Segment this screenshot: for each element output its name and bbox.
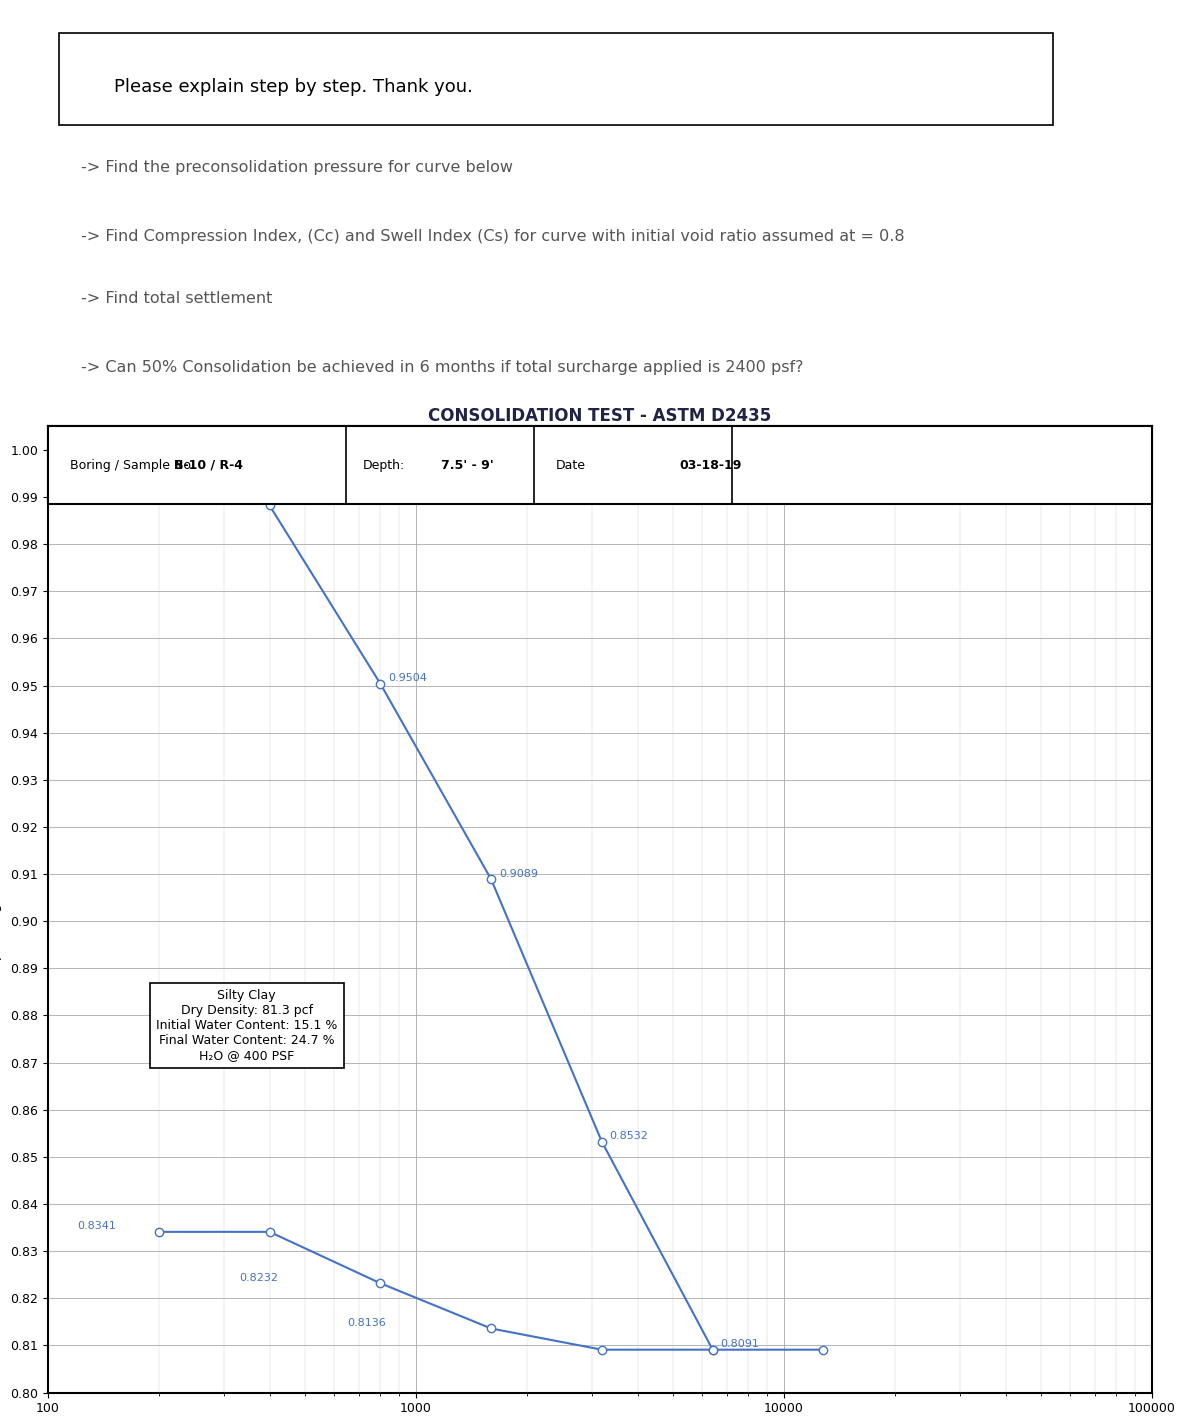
Text: Silty Clay
Dry Density: 81.3 pcf
Initial Water Content: 15.1 %
Final Water Conte: Silty Clay Dry Density: 81.3 pcf Initial… [156,989,337,1061]
Text: 7.5' - 9': 7.5' - 9' [442,459,494,472]
Text: 0.8232: 0.8232 [239,1273,278,1283]
Text: CONSOLIDATION TEST - ASTM D2435: CONSOLIDATION TEST - ASTM D2435 [428,406,772,425]
Text: Boring / Sample No.: Boring / Sample No. [70,459,194,472]
Text: 0.8136: 0.8136 [347,1319,386,1329]
Text: 0.9882: 0.9882 [281,495,320,504]
Text: Please explain step by step. Thank you.: Please explain step by step. Thank you. [114,78,473,97]
Y-axis label: Sample Height (inches): Sample Height (inches) [0,828,2,990]
Text: B-10 / R-4: B-10 / R-4 [174,459,242,472]
Text: 0.9089: 0.9089 [499,868,538,880]
Text: -> Find the preconsolidation pressure for curve below: -> Find the preconsolidation pressure fo… [82,161,514,175]
Text: Depth:: Depth: [362,459,404,472]
Text: 03-18-19: 03-18-19 [679,459,742,472]
Text: Date: Date [556,459,586,472]
Legend: Natural, Submerged: Natural, Submerged [1007,452,1123,495]
FancyBboxPatch shape [59,34,1052,125]
Text: 0.8341: 0.8341 [77,1222,116,1232]
Text: -> Find Compression Index, (Cc) and Swell Index (Cs) for curve with initial void: -> Find Compression Index, (Cc) and Swel… [82,229,905,244]
Text: -> Can 50% Consolidation be achieved in 6 months if total surcharge applied is 2: -> Can 50% Consolidation be achieved in … [82,360,804,375]
Text: 0.9504: 0.9504 [388,674,427,684]
Text: -> Find total settlement: -> Find total settlement [82,291,272,306]
Text: 0.9950: 0.9950 [281,463,320,473]
Text: 0.8091: 0.8091 [720,1340,758,1350]
Text: 0.8532: 0.8532 [610,1131,648,1141]
Text: 0.9975: 0.9975 [174,452,214,462]
